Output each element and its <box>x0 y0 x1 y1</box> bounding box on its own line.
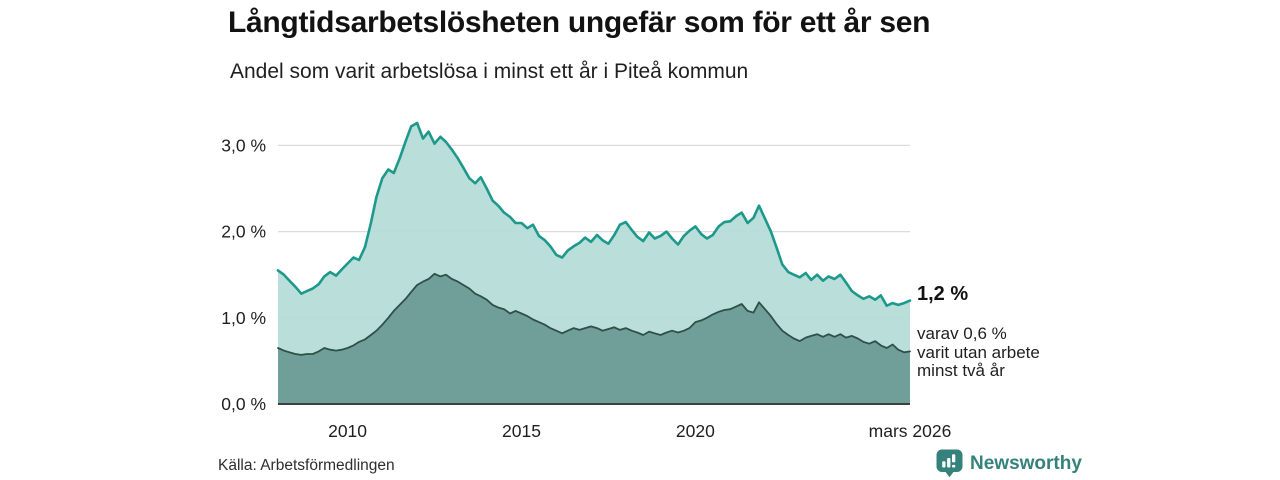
y-tick-label: 0,0 % <box>221 394 266 414</box>
series-end-note-line: varav 0,6 % <box>917 324 1007 343</box>
x-tick-label: 2020 <box>676 421 715 441</box>
newsworthy-wordmark: Newsworthy <box>970 452 1082 474</box>
two-year-area <box>278 273 910 404</box>
newsworthy-brand: Newsworthy <box>936 449 1082 478</box>
y-tick-label: 3,0 % <box>221 135 266 155</box>
chart-subtitle: Andel som varit arbetslösa i minst ett å… <box>230 60 749 83</box>
two-year-line <box>277 272 911 356</box>
y-tick-label: 1,0 % <box>221 308 266 328</box>
series-end-note-line: varit utan arbete <box>917 342 1040 362</box>
x-tick-label: 2010 <box>328 421 367 441</box>
total-line <box>276 121 912 307</box>
series-end-note: varav 0,6 % varit utan arbete minst två … <box>917 324 1040 381</box>
series-end-value-label: 1,2 % <box>917 283 969 305</box>
page-title: Långtidsarbetslösheten ungefär som för e… <box>228 6 931 39</box>
series-end-note-line: minst två år <box>917 361 1005 380</box>
x-tick-label: 2015 <box>502 421 541 441</box>
x-tick-label: mars 2026 <box>869 421 952 441</box>
source-attribution: Källa: Arbetsförmedlingen <box>218 457 395 474</box>
newsworthy-logo-icon <box>936 449 963 478</box>
y-tick-label: 2,0 % <box>221 222 266 242</box>
